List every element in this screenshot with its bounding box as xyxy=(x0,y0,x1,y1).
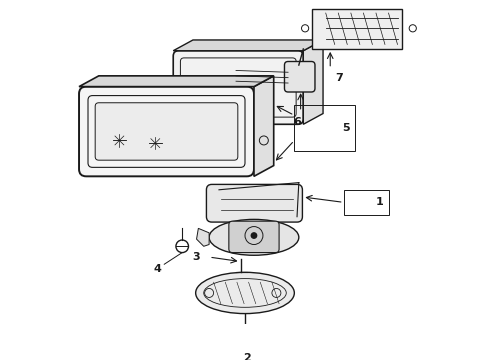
Text: 6: 6 xyxy=(293,117,301,127)
Text: 7: 7 xyxy=(335,73,343,83)
Bar xyxy=(343,190,389,215)
Text: 3: 3 xyxy=(192,252,199,262)
Circle shape xyxy=(251,233,257,238)
Polygon shape xyxy=(79,76,274,87)
Text: 1: 1 xyxy=(376,197,384,207)
Polygon shape xyxy=(254,76,274,176)
FancyBboxPatch shape xyxy=(206,184,302,222)
Text: 5: 5 xyxy=(343,123,350,133)
FancyBboxPatch shape xyxy=(95,103,238,160)
FancyBboxPatch shape xyxy=(79,87,254,176)
Text: 2: 2 xyxy=(243,354,251,360)
Polygon shape xyxy=(303,40,323,124)
Polygon shape xyxy=(196,228,209,246)
Polygon shape xyxy=(173,40,323,51)
FancyBboxPatch shape xyxy=(173,51,303,124)
Ellipse shape xyxy=(196,272,294,314)
FancyBboxPatch shape xyxy=(229,221,279,253)
FancyBboxPatch shape xyxy=(285,62,315,92)
Bar xyxy=(312,9,402,49)
Bar xyxy=(294,104,355,151)
Text: 4: 4 xyxy=(153,264,161,274)
Ellipse shape xyxy=(209,219,299,255)
